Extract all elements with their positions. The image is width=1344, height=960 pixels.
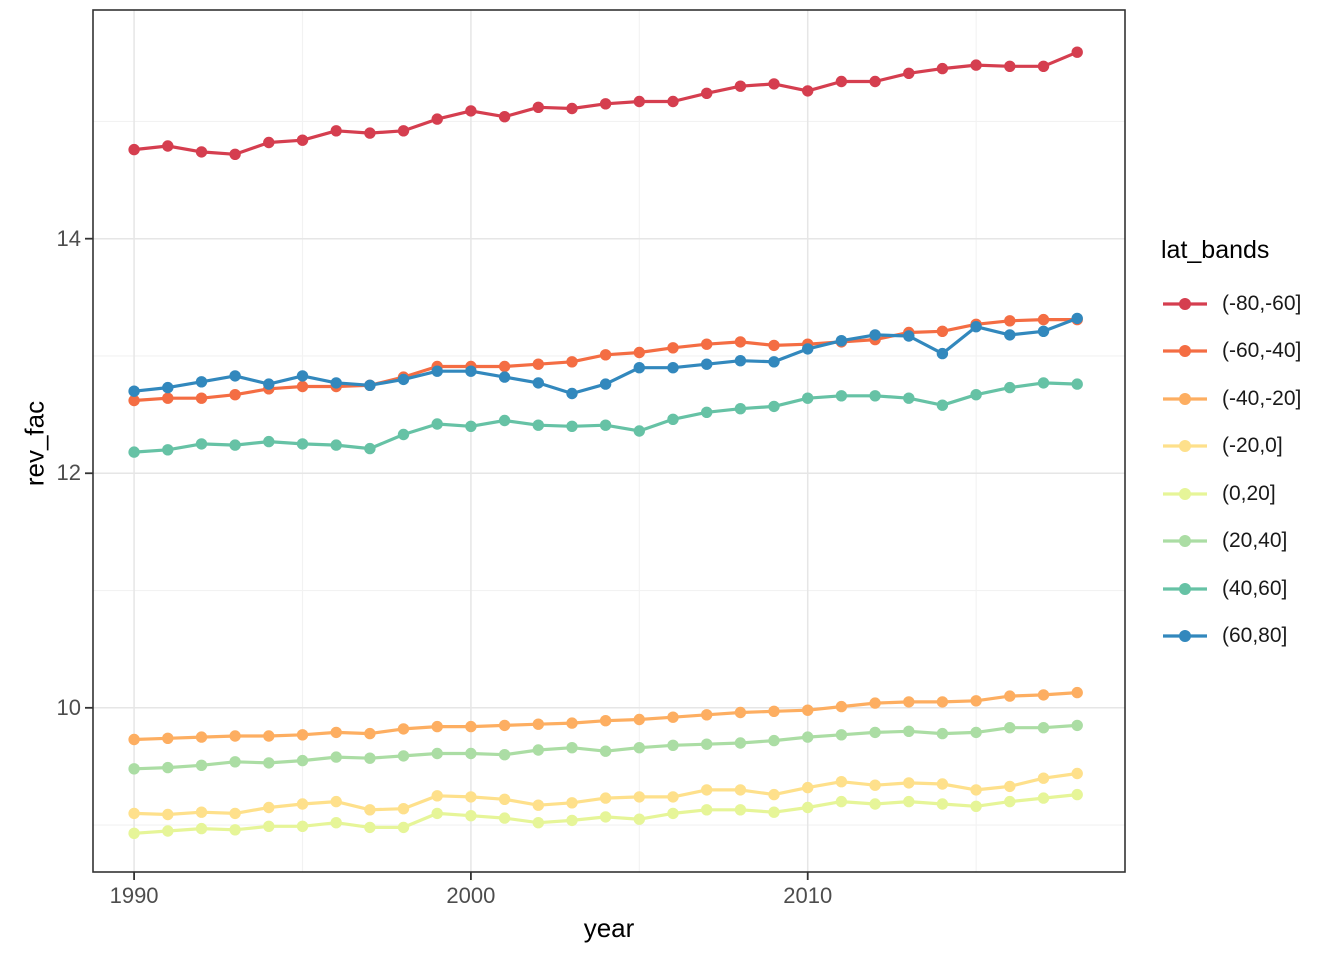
legend-key-icon (1163, 487, 1207, 500)
legend-item-label: (60,80] (1222, 624, 1288, 648)
legend-item-label: (-60,-40] (1222, 339, 1302, 363)
legend-item: (20,40] (1161, 518, 1301, 566)
legend-item-label: (0,20] (1222, 481, 1276, 505)
y-tick-label-10: 10 (56, 694, 81, 720)
legend-title: lat_bands (1161, 236, 1270, 264)
legend-key-icon (1163, 297, 1207, 310)
y-tick-label-12: 12 (56, 460, 81, 486)
legend-key-icon (1163, 535, 1207, 548)
legend-item-label: (-40,-20] (1222, 386, 1302, 410)
x-tick-label-1990: 1990 (109, 883, 159, 908)
legend-item: (40,60] (1161, 565, 1301, 613)
legend: (-80,-60] (-60,-40] (-40,-20] (-20,0] (0,20]… (1161, 280, 1301, 660)
x-axis-title: year (583, 913, 635, 943)
legend-item: (60,80] (1161, 613, 1301, 661)
legend-key-icon (1163, 630, 1207, 643)
legend-key-icon (1163, 392, 1207, 405)
legend-item-label: (20,40] (1222, 529, 1288, 553)
x-tick-label-2000: 2000 (446, 883, 496, 908)
legend-item: (-20,0] (1161, 423, 1301, 471)
legend-item: (-60,-40] (1161, 328, 1301, 376)
legend-item-label: (-80,-60] (1222, 291, 1302, 315)
y-axis-title: rev_fac (19, 400, 50, 487)
y-tick-label-14: 14 (56, 225, 81, 251)
legend-item: (-40,-20] (1161, 375, 1301, 423)
legend-item: (-80,-60] (1161, 280, 1301, 328)
x-tick-label-2010: 2010 (783, 883, 833, 908)
legend-item: (0,20] (1161, 470, 1301, 518)
legend-key-icon (1163, 582, 1207, 595)
legend-item-label: (-20,0] (1222, 434, 1283, 458)
legend-key-icon (1163, 440, 1207, 453)
legend-item-label: (40,60] (1222, 576, 1288, 600)
legend-key-icon (1163, 345, 1207, 358)
